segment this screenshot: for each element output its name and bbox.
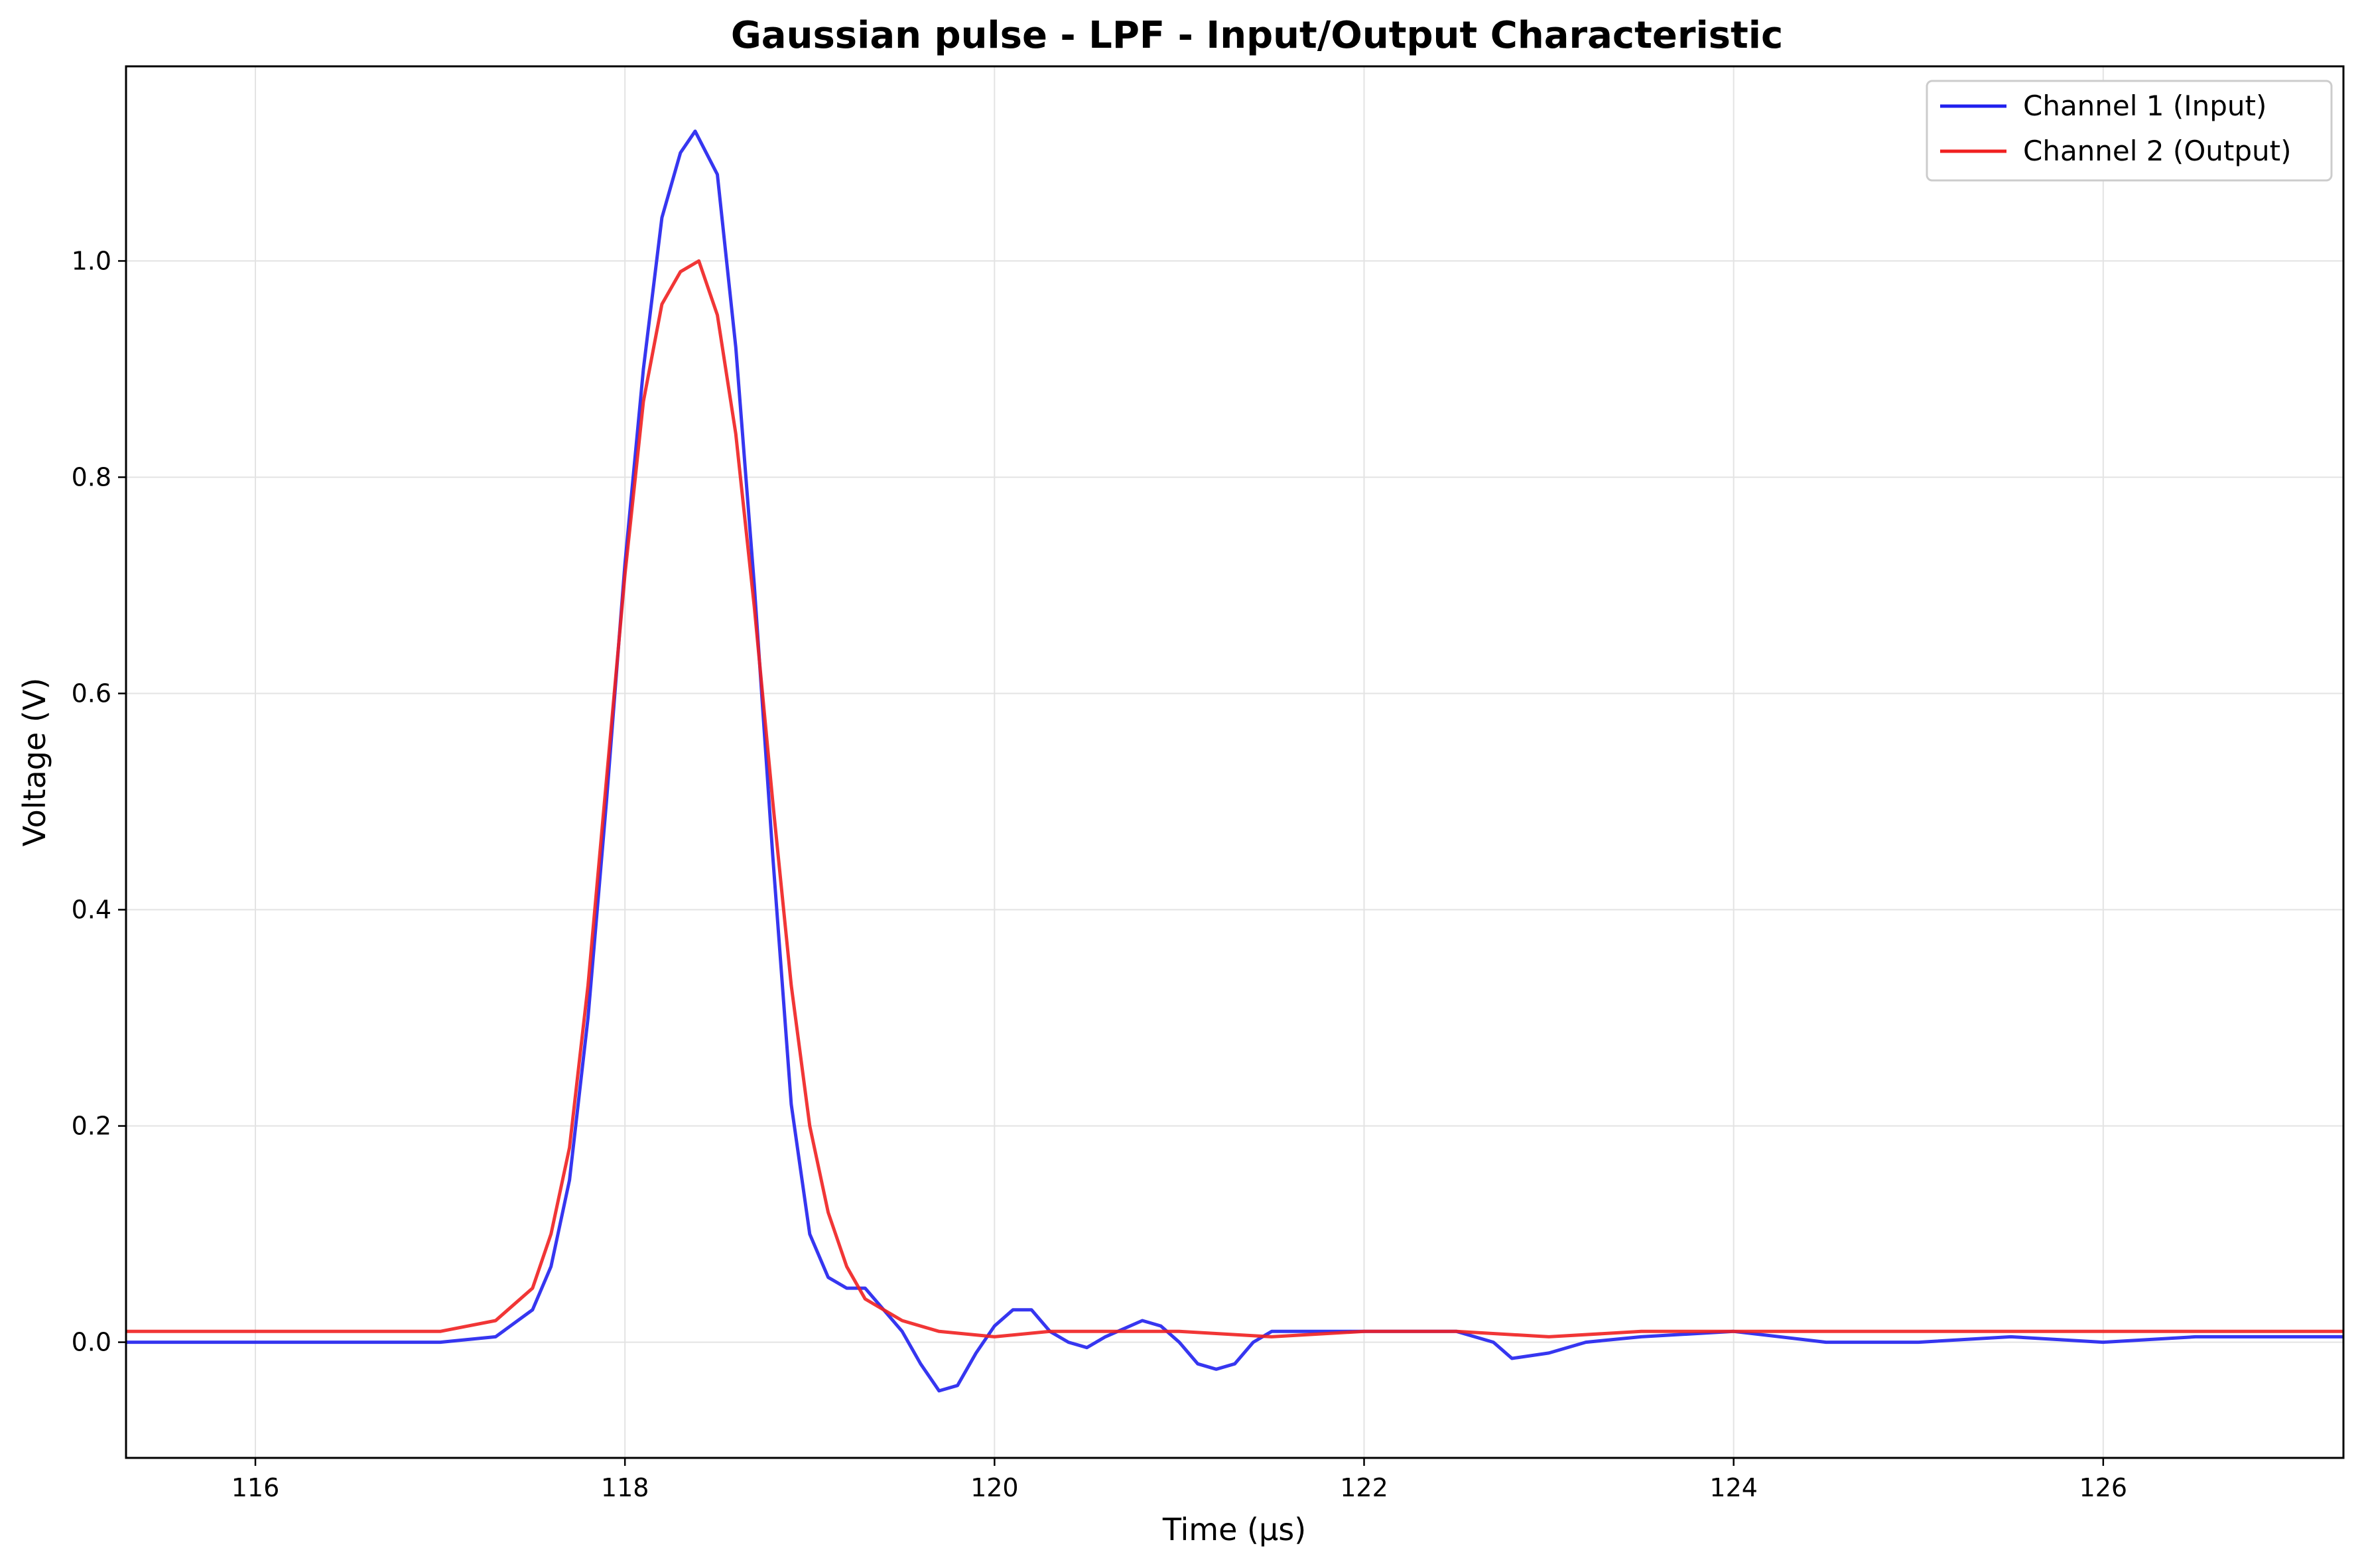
plot-frame bbox=[125, 65, 2345, 1459]
grid-lines bbox=[126, 66, 2343, 1458]
x-tick-label: 120 bbox=[970, 1473, 1019, 1502]
y-axis-label: Voltage (V) bbox=[17, 678, 52, 847]
x-tick-label: 116 bbox=[231, 1473, 280, 1502]
x-tick-label: 122 bbox=[1340, 1473, 1388, 1502]
x-tick-label: 124 bbox=[1709, 1473, 1758, 1502]
series-line-channel-1 bbox=[126, 129, 2343, 1393]
y-tick-label: 0.2 bbox=[72, 1112, 111, 1141]
y-tick-label: 0.0 bbox=[72, 1328, 111, 1357]
x-tick-label: 126 bbox=[2079, 1473, 2128, 1502]
series-line-channel-2 bbox=[126, 259, 2343, 1339]
y-tick-label: 1.0 bbox=[72, 246, 111, 275]
y-tick-label: 0.4 bbox=[72, 895, 111, 925]
y-tick-label: 0.8 bbox=[72, 462, 111, 491]
axis-ticks: 116 118 120 122 124 126 0.0 0.2 0.4 0.6 0.8 1.0 bbox=[72, 246, 2128, 1502]
legend-box bbox=[1926, 80, 2333, 182]
plot-area bbox=[126, 129, 2343, 1393]
y-tick-label: 0.6 bbox=[72, 679, 111, 708]
x-axis-label: Time (µs) bbox=[1162, 1512, 1306, 1547]
x-tick-label: 118 bbox=[601, 1473, 649, 1502]
legend-label-channel-1: Channel 1 (Input) bbox=[2023, 90, 2266, 122]
legend-label-channel-2: Channel 2 (Output) bbox=[2023, 135, 2292, 167]
chart-title: Gaussian pulse - LPF - Input/Output Char… bbox=[731, 14, 1783, 57]
legend: Channel 1 (Input) Channel 2 (Output) bbox=[1926, 80, 2333, 182]
